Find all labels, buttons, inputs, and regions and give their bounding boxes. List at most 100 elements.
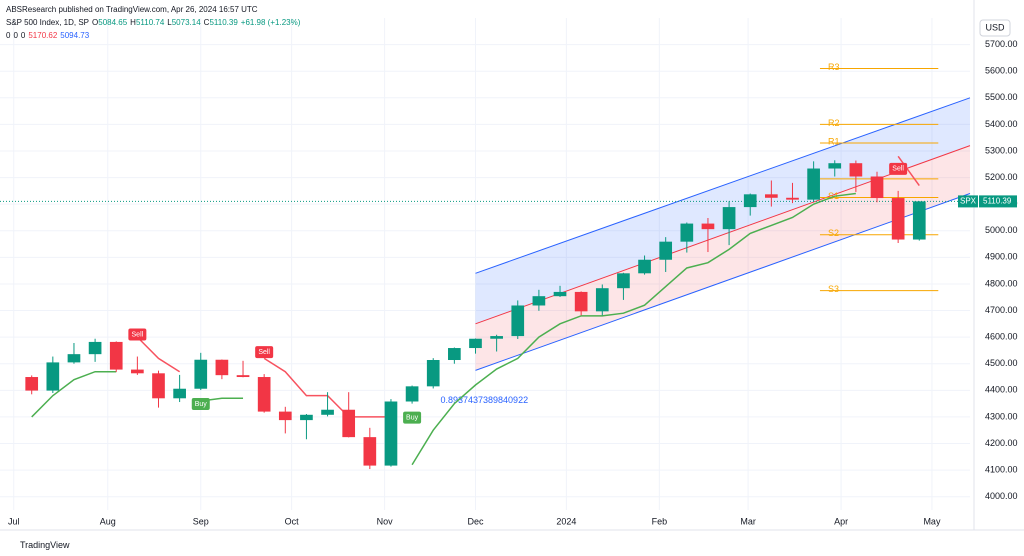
- candle-body: [532, 296, 546, 306]
- signal-box: [255, 346, 274, 359]
- price-tag-text: 5110.39: [983, 197, 1012, 206]
- candle-body: [426, 360, 440, 387]
- signal-box: [128, 328, 147, 341]
- y-tick-label: 4400.00: [985, 385, 1018, 395]
- ohlc-value: 5110.39: [209, 18, 238, 27]
- ohlc-value: 5084.65: [98, 18, 128, 27]
- pivot-label: R3: [828, 62, 840, 72]
- x-tick-label: Sep: [193, 516, 209, 526]
- candle-body: [891, 198, 905, 240]
- candle-body: [659, 241, 673, 260]
- candle-body: [194, 359, 208, 389]
- y-tick-label: 5200.00: [985, 172, 1018, 182]
- pivot-label: R1: [828, 136, 840, 146]
- pivot-label: R2: [828, 118, 840, 128]
- y-tick-label: 4300.00: [985, 411, 1018, 421]
- candle-body: [680, 223, 694, 242]
- candle-body: [469, 338, 482, 349]
- candle-body: [786, 197, 799, 200]
- candle-body: [109, 341, 123, 370]
- y-tick-label: 5400.00: [985, 119, 1018, 129]
- candle-body: [342, 409, 356, 438]
- ohlc-key: O: [92, 18, 99, 27]
- header: ABSResearch published on TradingView.com…: [6, 3, 303, 42]
- candle-body: [363, 437, 377, 466]
- x-tick-label: Feb: [652, 516, 668, 526]
- indicator-value: 5094.73: [60, 31, 90, 40]
- candle-body: [173, 388, 186, 399]
- price-tag-symbol: [958, 195, 978, 208]
- channel-upper: [475, 97, 971, 274]
- x-tick-label: May: [923, 516, 941, 526]
- x-tick-label: Apr: [834, 516, 848, 526]
- candle-body: [807, 168, 820, 200]
- indicator-value: 0: [13, 31, 18, 40]
- x-tick-label: Mar: [740, 516, 756, 526]
- currency: USD: [985, 22, 1005, 32]
- candle-body: [828, 163, 842, 169]
- trend-down-line: [897, 155, 920, 186]
- signal-label: Sell: [132, 331, 144, 338]
- candle-body: [321, 409, 334, 415]
- price-tag-symbol-text: SPX: [960, 197, 977, 206]
- candle-body: [88, 341, 102, 355]
- signal-label: Sell: [258, 349, 270, 356]
- y-tick-label: 4700.00: [985, 305, 1018, 315]
- symbol-title: S&P 500 Index, 1D, SP: [6, 18, 90, 27]
- candle-body: [152, 373, 165, 399]
- candle-body: [278, 411, 292, 421]
- channel-lower: [475, 193, 971, 371]
- price-tag: [979, 195, 1017, 208]
- ohlc-item: H5110.74: [130, 18, 164, 27]
- currency-box: [979, 19, 1011, 37]
- symbol-row: S&P 500 Index, 1D, SP O5084.65 H5110.74 L50…: [6, 16, 303, 29]
- y-tick-label: 4800.00: [985, 278, 1018, 288]
- candle-body: [215, 359, 229, 376]
- ohlc-item: L5073.14: [167, 18, 200, 27]
- signal-box: [889, 162, 908, 175]
- candle-body: [384, 401, 398, 466]
- y-tick-label: 4000.00: [985, 491, 1018, 501]
- indicator-row: 0 0 0 5170.62 5094.73: [6, 29, 303, 42]
- candle-body: [595, 288, 609, 312]
- candle-body: [448, 348, 461, 361]
- candle-body: [849, 163, 863, 177]
- candle-body: [405, 386, 419, 402]
- candle-body: [131, 369, 144, 374]
- y-tick-label: 5500.00: [985, 92, 1018, 102]
- pivot-label: S2: [828, 228, 839, 238]
- y-tick-label: 5300.00: [985, 145, 1018, 155]
- signal-label: Buy: [195, 401, 208, 408]
- candle-body: [722, 207, 736, 230]
- ohlc-key: C: [203, 18, 210, 27]
- candle-body: [511, 305, 525, 337]
- candle-body: [638, 259, 651, 274]
- signal-label: Sell: [892, 166, 904, 173]
- signal-box: [191, 398, 210, 411]
- candle-body: [300, 414, 313, 421]
- ohlc-key: H: [130, 18, 136, 27]
- candle-body: [617, 273, 630, 289]
- x-tick-label: 2024: [556, 516, 576, 526]
- y-tick-label: 4900.00: [985, 252, 1018, 262]
- candle-body: [701, 223, 715, 230]
- candle-body: [236, 375, 250, 378]
- ohlc-key: L: [167, 18, 172, 27]
- indicator-value: 0: [6, 31, 11, 40]
- pivot-label: S3: [828, 284, 839, 294]
- candle-body: [25, 377, 39, 391]
- x-tick-label: Oct: [285, 516, 300, 526]
- x-tick-label: Aug: [100, 516, 116, 526]
- x-tick-label: Dec: [467, 516, 484, 526]
- y-tick-label: 5000.00: [985, 225, 1018, 235]
- trend-up-line: [31, 370, 117, 418]
- change: +61.98 (+1.23%): [240, 18, 301, 27]
- brand: TradingView: [20, 540, 70, 550]
- x-tick-label: Nov: [377, 516, 394, 526]
- candle-body: [257, 377, 271, 412]
- y-tick-label: 5600.00: [985, 66, 1018, 76]
- signal-box: [403, 411, 422, 424]
- candle-body: [765, 194, 778, 198]
